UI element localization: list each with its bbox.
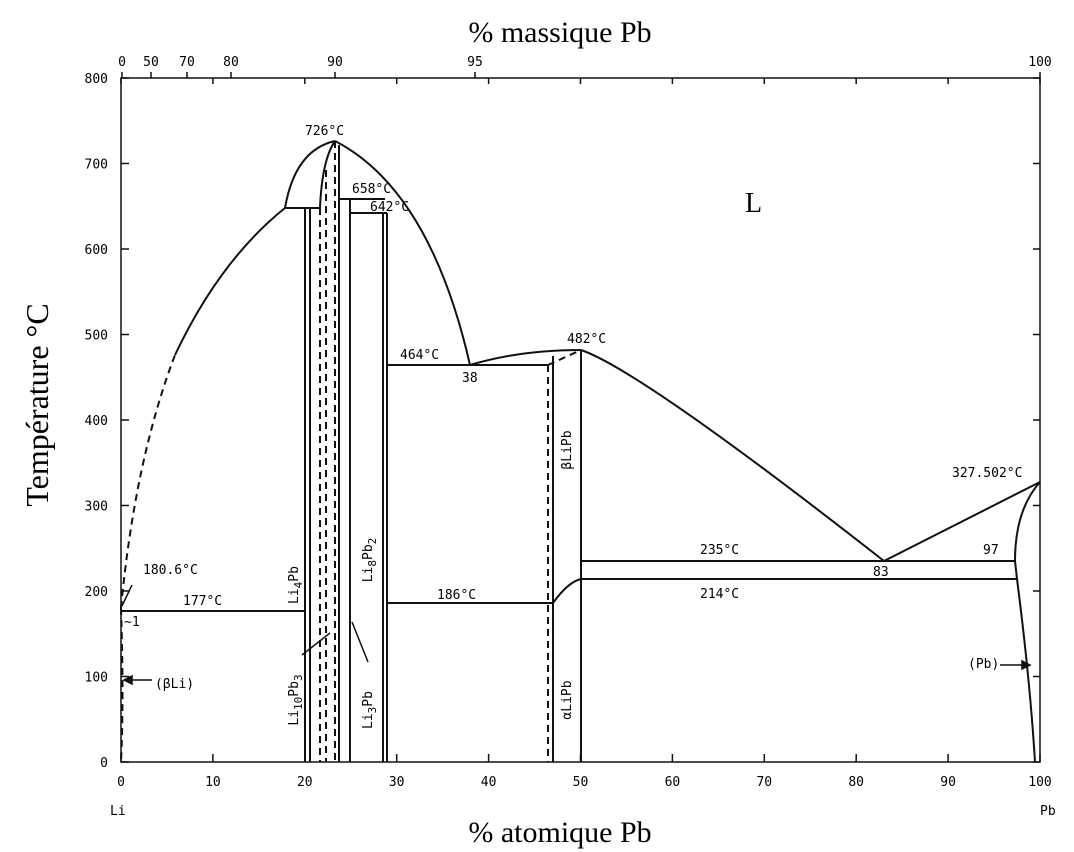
- x-tick-label: 60: [665, 775, 681, 790]
- arrow-head: [1021, 659, 1032, 671]
- x-tick-label: 50: [573, 775, 589, 790]
- annotation: 235°C: [700, 543, 739, 558]
- annotation: 214°C: [700, 587, 739, 602]
- phase-label: Li8Pb2: [361, 538, 379, 583]
- annotation: 177°C: [183, 594, 222, 609]
- top-tick-label: 80: [223, 55, 239, 70]
- x-tick-label: 80: [848, 775, 864, 790]
- x-tick-label: 90: [940, 775, 956, 790]
- right-element: Pb: [1040, 804, 1056, 819]
- x-tick-label: 10: [205, 775, 221, 790]
- phase-label: Li10Pb3: [287, 674, 305, 725]
- phase-label: βLiPb: [560, 430, 575, 469]
- y-tick-label: 200: [85, 585, 108, 600]
- boundary: [120, 607, 124, 763]
- y-tick-label: 700: [85, 158, 108, 173]
- left-axis-label: Température °C: [19, 303, 55, 506]
- arrow: [301, 632, 331, 656]
- y-tick-label: 600: [85, 243, 108, 258]
- boundary: [1013, 481, 1041, 763]
- annotation: 464°C: [400, 348, 439, 363]
- annotation: (βLi): [155, 677, 194, 692]
- x-tick-label: 70: [756, 775, 772, 790]
- y-tick-label: 500: [85, 329, 108, 344]
- y-tick-label: 400: [85, 414, 108, 429]
- phase-labels: Li4Pb Li8Pb2 βLiPb αLiPb Li10Pb3 Li3Pb: [287, 430, 575, 729]
- boundary: [120, 354, 176, 609]
- arrow: [351, 621, 369, 663]
- y-tick-label: 800: [85, 72, 108, 87]
- annotation: 180.6°C: [143, 563, 198, 578]
- annotation: ~1: [124, 615, 140, 630]
- top-tick-label: 100: [1028, 55, 1051, 70]
- x-tick-label: 30: [389, 775, 405, 790]
- x-tick-label: 20: [297, 775, 313, 790]
- phase-label: Li3Pb: [361, 691, 379, 729]
- top-tick-label: 50: [143, 55, 159, 70]
- left-element: Li: [110, 804, 126, 819]
- annotation: 658°C: [352, 182, 391, 197]
- boundary: [883, 481, 1041, 562]
- top-tick-label: 90: [327, 55, 343, 70]
- boundary: [387, 578, 582, 604]
- arrow-head: [122, 674, 133, 686]
- x-tick-label: 0: [117, 775, 125, 790]
- boundary: [319, 140, 336, 209]
- x-tick-label: 100: [1028, 775, 1051, 790]
- annotation: (Pb): [968, 657, 999, 672]
- top-tick-label: 95: [467, 55, 483, 70]
- annotation: 726°C: [305, 124, 344, 139]
- annotation: 482°C: [567, 332, 606, 347]
- phase-label: Li4Pb: [287, 566, 305, 604]
- y-tick-label: 300: [85, 500, 108, 515]
- top-tick-label: 70: [179, 55, 195, 70]
- boundary: [174, 207, 286, 356]
- annotation: L: [745, 188, 762, 219]
- phase-label: αLiPb: [560, 680, 575, 719]
- top-tick-label: 0: [118, 55, 126, 70]
- y-tick-label: 100: [85, 671, 108, 686]
- boundary: [284, 140, 336, 209]
- y-tick-label: 0: [100, 756, 108, 771]
- annotation: 186°C: [437, 588, 476, 603]
- annotation: 642°C: [370, 200, 409, 215]
- bottom-axis-label: % atomique Pb: [468, 816, 651, 849]
- annotation: 327.502°C: [952, 466, 1022, 481]
- arrows: [121, 584, 1032, 686]
- boundary: [580, 349, 885, 562]
- top-axis-label: % massique Pb: [468, 16, 651, 49]
- boundary: [469, 349, 582, 366]
- annotation: 38: [462, 371, 478, 386]
- annotation: 83: [873, 565, 889, 580]
- annotation: 97: [983, 543, 999, 558]
- boundary: [334, 140, 471, 366]
- phase-boundaries: [120, 140, 1041, 763]
- x-tick-label: 40: [481, 775, 497, 790]
- arrow: [121, 584, 133, 607]
